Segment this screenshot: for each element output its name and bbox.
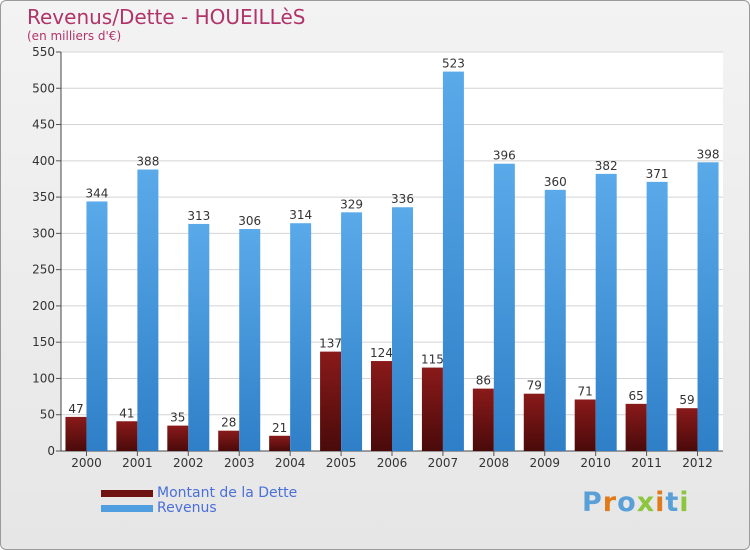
y-tick-label: 350 xyxy=(32,190,55,204)
bar-revenue xyxy=(137,169,159,452)
logo-letter: i xyxy=(679,487,690,518)
data-label-revenue: 336 xyxy=(391,192,414,206)
data-label-revenue: 382 xyxy=(595,159,618,173)
x-tick-label: 2012 xyxy=(682,456,713,470)
bar-debt xyxy=(116,421,138,451)
y-tick-label: 400 xyxy=(32,154,55,168)
bar-debt xyxy=(523,393,545,451)
logo-letter: o xyxy=(617,487,637,518)
bar-revenue xyxy=(86,201,108,451)
bar-debt xyxy=(625,403,647,451)
bar-debt xyxy=(167,425,189,451)
y-tick-label: 450 xyxy=(32,118,55,132)
data-label-revenue: 344 xyxy=(86,186,109,200)
data-label-revenue: 398 xyxy=(697,147,720,161)
y-tick-label: 100 xyxy=(32,371,55,385)
legend-swatch-revenue xyxy=(101,505,153,512)
data-label-revenue: 306 xyxy=(238,214,261,228)
x-tick-label: 2011 xyxy=(631,456,662,470)
bar-revenue xyxy=(239,229,261,451)
x-tick-label: 2009 xyxy=(529,456,560,470)
logo-letter: P xyxy=(582,487,603,518)
bar-debt xyxy=(320,351,342,451)
bar-debt xyxy=(269,435,291,451)
bar-debt xyxy=(371,361,392,451)
bar-debt xyxy=(65,416,87,451)
data-label-debt: 115 xyxy=(421,353,444,367)
data-label-debt: 71 xyxy=(578,384,593,398)
chart-title: Revenus/Dette - HOUEILLèS xyxy=(27,5,306,29)
x-tick-label: 2008 xyxy=(479,456,510,470)
y-tick-label: 550 xyxy=(32,45,55,59)
bar-debt xyxy=(676,408,698,451)
logo-letter: r xyxy=(602,487,618,518)
logo-letter: i xyxy=(655,487,666,518)
bar-revenue xyxy=(646,181,668,451)
logo-letter: x xyxy=(636,487,656,518)
y-tick-label: 300 xyxy=(32,226,55,240)
y-tick-label: 50 xyxy=(40,408,55,422)
data-label-debt: 47 xyxy=(68,402,83,416)
data-label-debt: 79 xyxy=(527,379,542,393)
x-tick-label: 2007 xyxy=(428,456,459,470)
bar-revenue xyxy=(442,71,464,451)
data-label-revenue: 388 xyxy=(136,155,159,169)
data-label-revenue: 360 xyxy=(544,175,567,189)
data-label-debt: 21 xyxy=(272,421,287,435)
y-tick-label: 250 xyxy=(32,263,55,277)
y-tick-label: 0 xyxy=(47,444,55,458)
logo-letter: t xyxy=(665,487,680,518)
chart-subtitle: (en milliers d'€) xyxy=(27,29,122,43)
data-label-debt: 137 xyxy=(319,337,342,351)
data-label-debt: 59 xyxy=(679,393,694,407)
data-label-revenue: 314 xyxy=(289,208,312,222)
x-tick-label: 2005 xyxy=(326,456,357,470)
bar-debt xyxy=(472,388,494,451)
bar-revenue xyxy=(544,189,566,451)
x-tick-label: 2003 xyxy=(224,456,255,470)
x-tick-label: 2004 xyxy=(275,456,306,470)
proxiti-logo: Proxiti xyxy=(582,487,690,518)
legend-label-debt: Montant de la Dette xyxy=(157,485,298,501)
y-tick-label: 150 xyxy=(32,335,55,349)
bar-debt xyxy=(574,399,596,451)
data-label-debt: 65 xyxy=(628,389,643,403)
data-label-revenue: 371 xyxy=(646,167,669,181)
bar-revenue xyxy=(341,212,363,451)
legend-label-revenue: Revenus xyxy=(157,500,217,516)
bar-revenue xyxy=(392,207,413,451)
bar-revenue xyxy=(595,173,617,452)
x-tick-label: 2001 xyxy=(122,456,153,470)
data-label-revenue: 523 xyxy=(442,57,465,71)
bar-revenue xyxy=(697,162,719,451)
data-label-debt: 124 xyxy=(370,346,393,360)
legend-swatch-debt xyxy=(101,490,153,497)
x-tick-label: 2000 xyxy=(71,456,102,470)
bar-revenue xyxy=(290,223,312,451)
x-tick-label: 2006 xyxy=(377,456,408,470)
data-label-revenue: 313 xyxy=(187,209,210,223)
y-tick-label: 200 xyxy=(32,299,55,313)
data-label-debt: 41 xyxy=(119,406,134,420)
x-tick-label: 2010 xyxy=(580,456,611,470)
data-label-debt: 28 xyxy=(221,416,236,430)
bar-debt xyxy=(421,367,443,451)
data-label-revenue: 396 xyxy=(493,149,516,163)
data-label-revenue: 329 xyxy=(340,197,363,211)
data-label-debt: 86 xyxy=(476,374,491,388)
y-tick-label: 500 xyxy=(32,81,55,95)
x-tick-label: 2002 xyxy=(173,456,204,470)
bar-revenue xyxy=(493,163,515,451)
bar-revenue xyxy=(188,223,210,451)
bar-debt xyxy=(218,430,240,451)
data-label-debt: 35 xyxy=(170,411,185,425)
